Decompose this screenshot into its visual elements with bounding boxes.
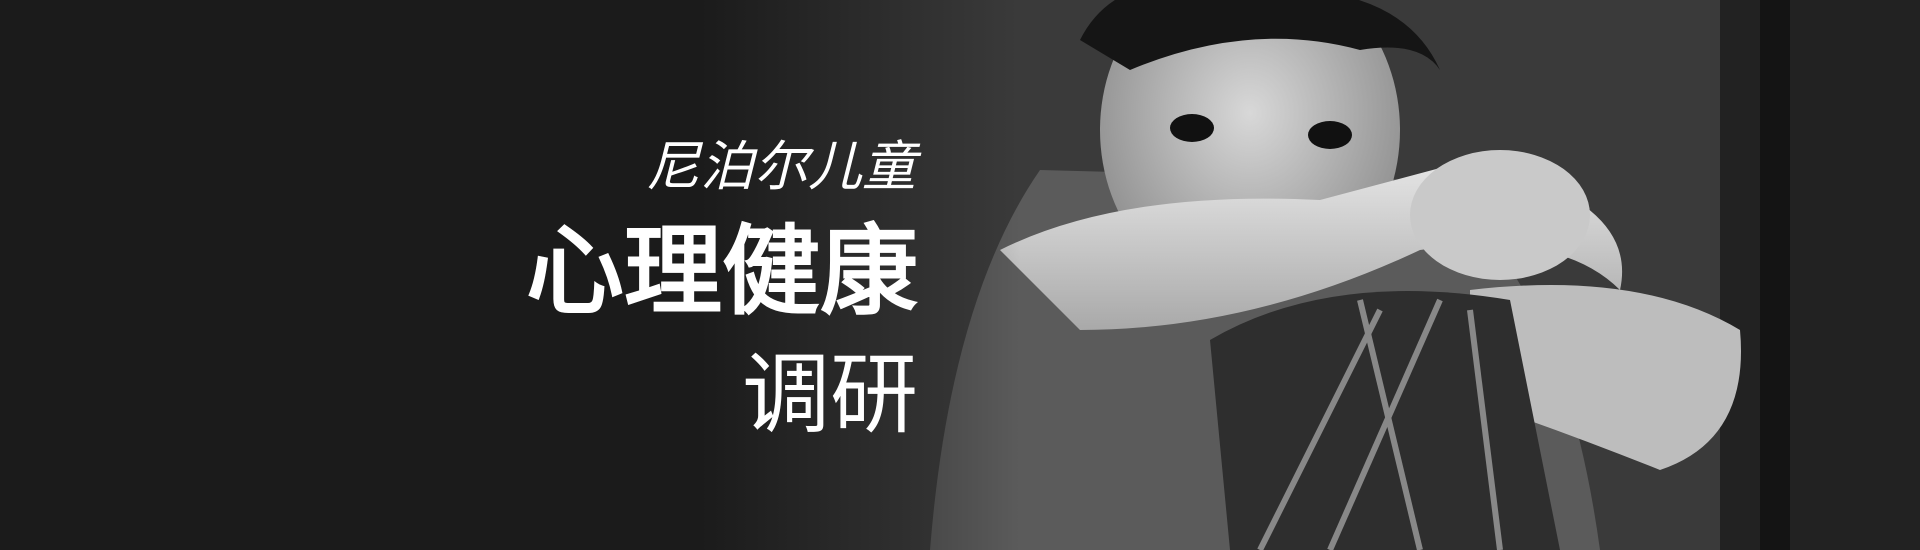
photo <box>700 0 1920 550</box>
hair <box>1080 0 1440 70</box>
banner-title: 心理健康 <box>526 215 918 329</box>
banner-tagline: 调研 <box>742 343 918 446</box>
door-shadow <box>1760 0 1790 550</box>
banner-subtitle: 尼泊尔儿童 <box>646 135 922 198</box>
photo-fade <box>700 0 1020 550</box>
eye <box>1308 121 1352 149</box>
hand <box>1410 150 1590 280</box>
door-frame <box>1720 0 1920 550</box>
arm <box>1470 285 1741 470</box>
drum-strings <box>1257 298 1503 550</box>
eye <box>1170 114 1214 142</box>
